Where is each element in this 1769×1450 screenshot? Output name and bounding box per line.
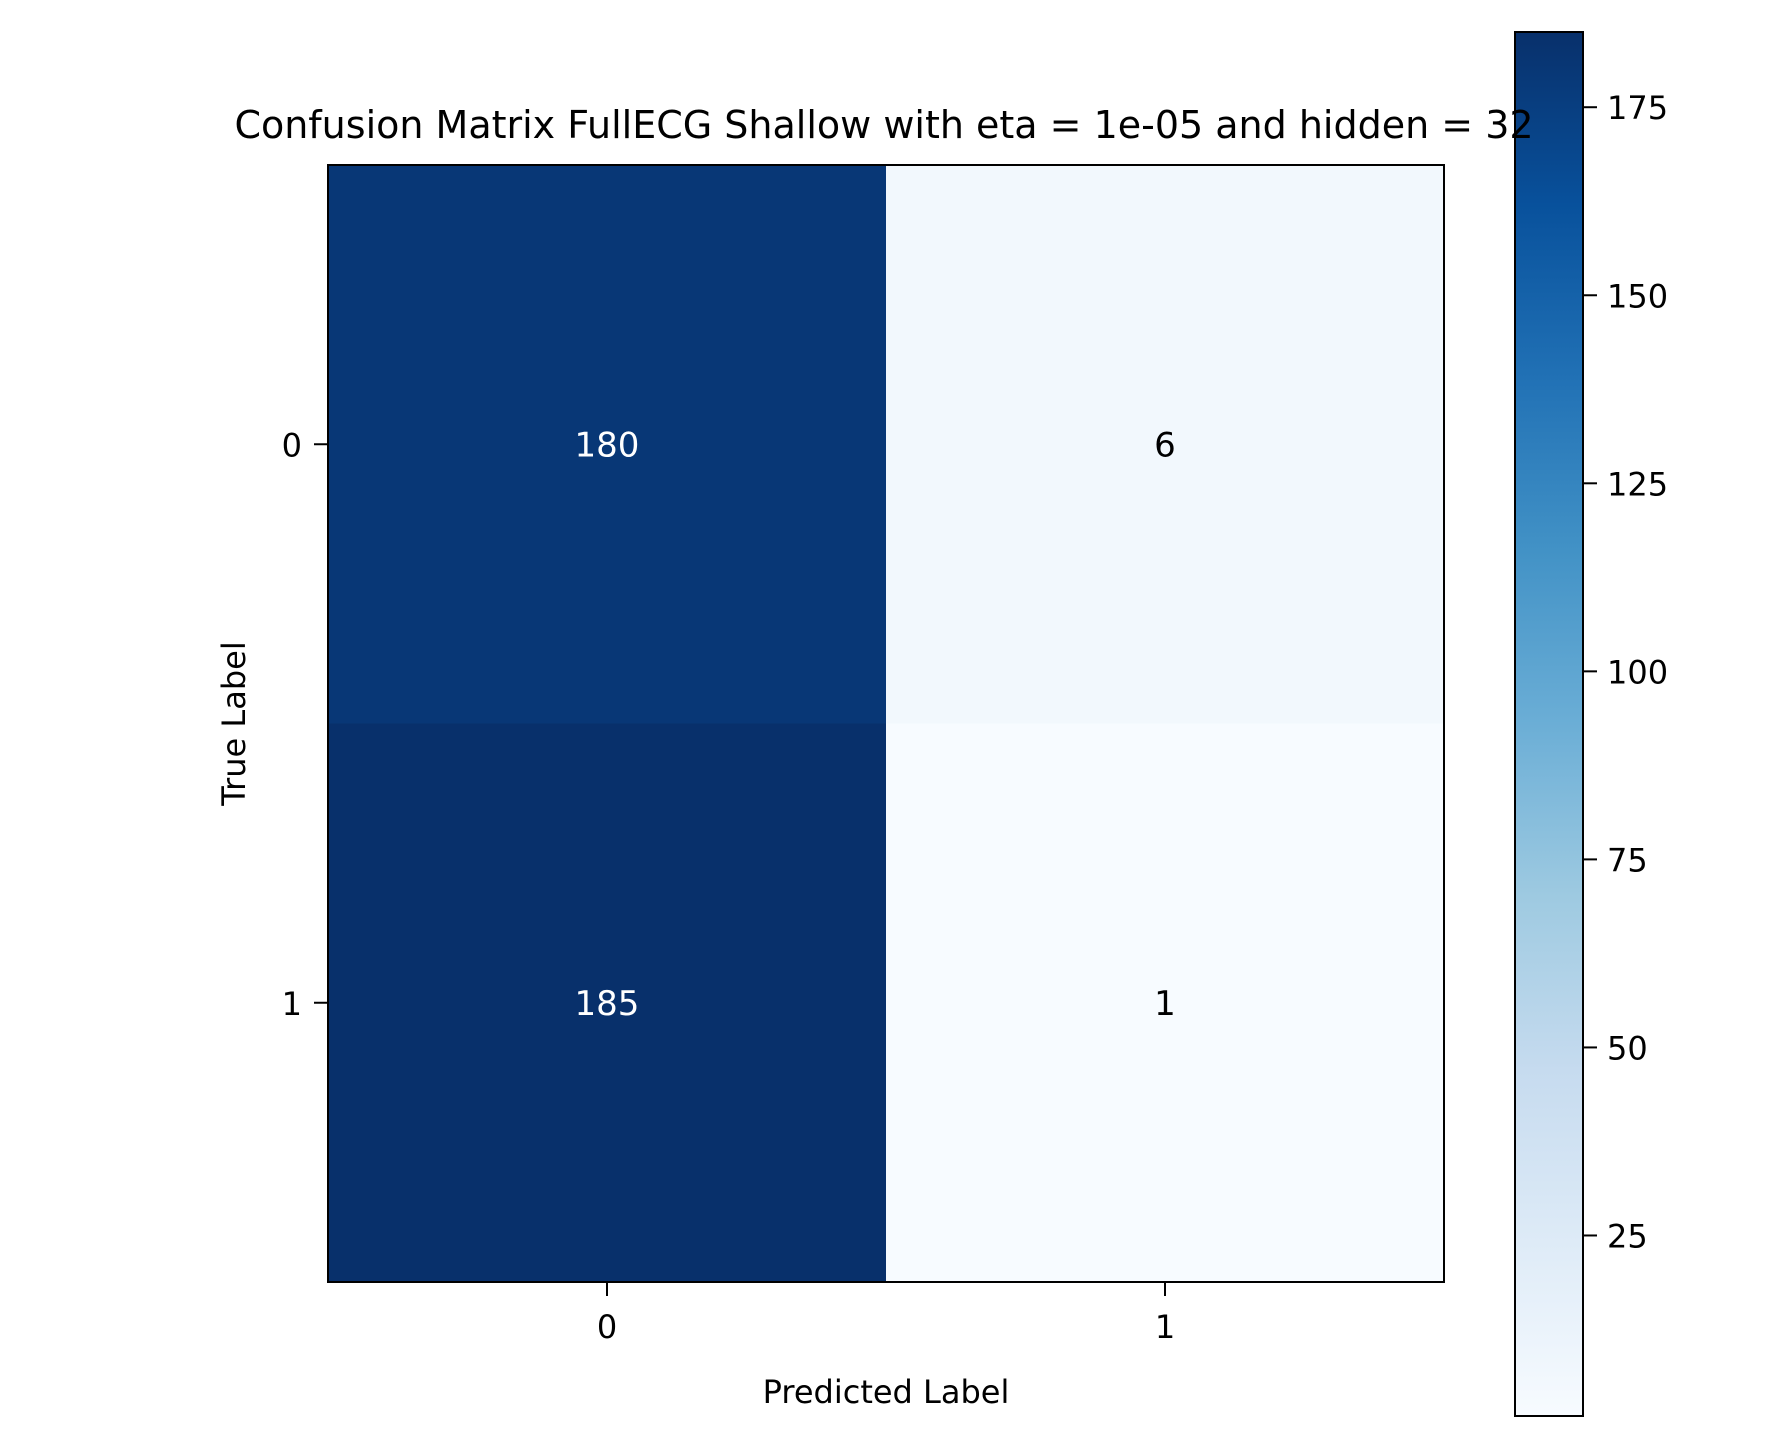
cell-value-label-1-0: 185 [575, 984, 640, 1024]
colorbar-tick-label: 50 [1607, 1029, 1648, 1067]
cell-value-label-1-1: 1 [1154, 984, 1176, 1024]
heatmap-cell-labels: 180 6 185 1 [575, 425, 1176, 1024]
x-tick-label: 0 [597, 1308, 617, 1346]
heatmap-cell-1-0 [328, 723, 887, 1283]
heatmap-cell-1-1 [886, 723, 1445, 1283]
heatmap-cell-0-0 [328, 165, 887, 724]
colorbar-tick-label: 25 [1607, 1217, 1648, 1255]
y-tick-label: 1 [282, 985, 302, 1023]
x-tick-label: 1 [1155, 1308, 1175, 1346]
plot-frame [327, 164, 1445, 1283]
colorbar-tick-label: 75 [1607, 841, 1648, 879]
cell-value-label-0-1: 6 [1154, 425, 1176, 465]
colorbar: 25 50 75 100 125 150 175 [1514, 31, 1668, 1417]
y-axis-ticks: 01 [282, 426, 328, 1023]
colorbar-tick-label: 100 [1607, 653, 1668, 691]
colorbar-tick-label: 175 [1607, 89, 1668, 127]
y-axis-label: True Label [215, 641, 253, 806]
colorbar-tick-label: 150 [1607, 277, 1668, 315]
colorbar-ticks: 25 50 75 100 125 150 175 [1583, 89, 1668, 1255]
y-tick-label: 0 [282, 426, 302, 464]
colorbar-gradient [1514, 31, 1584, 1417]
colorbar-tick-label: 125 [1607, 465, 1668, 503]
x-axis-label: Predicted Label [763, 1373, 1010, 1411]
chart-title: Confusion Matrix FullECG Shallow with et… [234, 103, 1533, 147]
cell-value-label-0-0: 180 [575, 425, 640, 465]
heatmap-cells [328, 165, 1445, 1283]
heatmap-cell-0-1 [886, 165, 1445, 724]
